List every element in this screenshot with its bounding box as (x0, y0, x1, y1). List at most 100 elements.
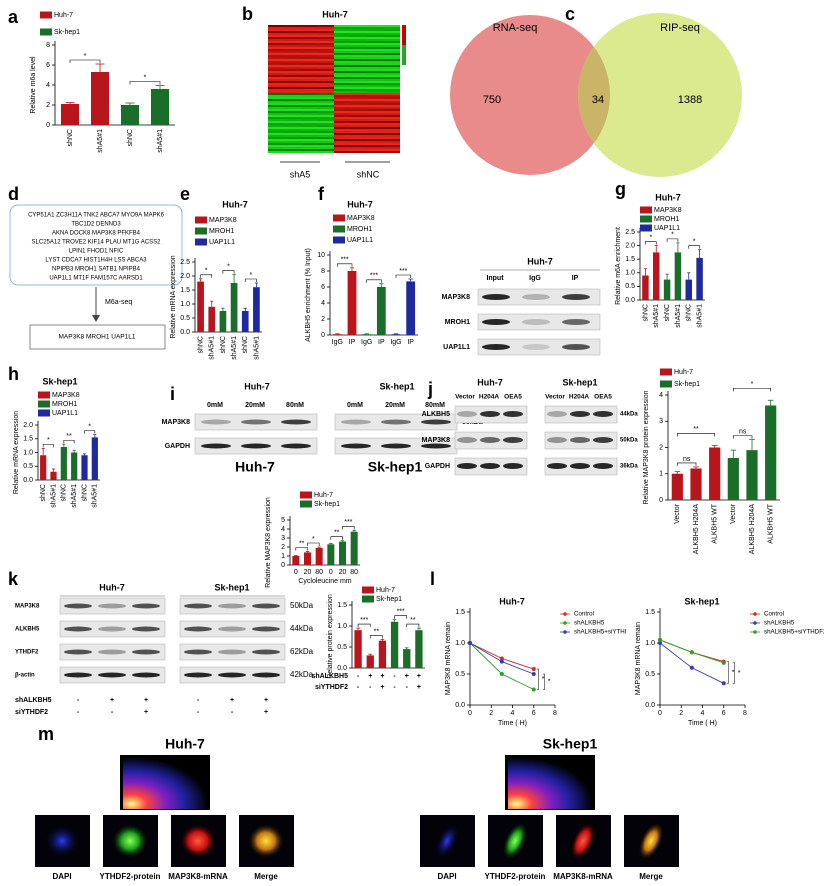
lane-label: IP (572, 275, 579, 282)
heatmap-cell (367, 25, 384, 27)
heatmap-cell (317, 121, 334, 123)
sig-label: ** (334, 530, 340, 537)
heatmap-cell (383, 47, 400, 49)
sig-label: * (671, 232, 674, 239)
heatmap-cell (383, 51, 400, 53)
blot-band (522, 344, 550, 350)
blot-band (132, 649, 160, 655)
legend-label: UAP1L1 (209, 239, 235, 246)
heatmap-cell (301, 129, 318, 131)
blot-band (522, 294, 550, 300)
heatmap-cell (284, 115, 301, 117)
heatmap-cell (334, 121, 351, 123)
y-tick-label: 0.0 (23, 477, 33, 484)
legend-swatch (195, 238, 207, 246)
heatmap-cell (268, 111, 285, 113)
x-tick-label: shA5#1 (71, 484, 78, 508)
heatmap-cell (317, 105, 334, 107)
heatmap-cell (350, 123, 367, 125)
heatmap-cell (301, 73, 318, 75)
x-tick-label: 6 (532, 710, 536, 717)
x-tick-label: shA5#1 (209, 336, 216, 360)
heatmap-cell (317, 81, 334, 83)
heatmap-cell (367, 57, 384, 59)
heatmap-cell (383, 145, 400, 147)
x-tick-label: 2 (679, 710, 683, 717)
heatmap-cell (284, 41, 301, 43)
blot-band (570, 411, 590, 417)
y-tick-label: 1.0 (180, 301, 190, 308)
blot-membrane (477, 338, 601, 356)
heatmap-cell (301, 137, 318, 139)
blot-membrane (477, 313, 601, 331)
heatmap-cell (284, 87, 301, 89)
y-tick-label: 6 (321, 284, 325, 291)
blot-band (593, 411, 613, 417)
heatmap-cell (317, 91, 334, 93)
heatmap-cell (301, 49, 318, 51)
heatmap-cell (317, 63, 334, 65)
result-box (29, 324, 166, 350)
heatmap-cell (334, 93, 351, 95)
heatmap-cell (383, 83, 400, 85)
blot-band (184, 649, 212, 655)
heatmap-cell (301, 139, 318, 141)
heatmap-cell (350, 139, 367, 141)
legend-label: Huh-7 (54, 12, 73, 19)
heatmap-cell (334, 99, 351, 101)
heatmap-cell (334, 133, 351, 135)
blot-band (480, 411, 500, 417)
heatmap-cell (284, 63, 301, 65)
sig-bracket (129, 81, 161, 85)
y-tick-label: 1.5 (625, 256, 635, 263)
heatmap-cell (268, 117, 285, 119)
heatmap-cell (301, 39, 318, 41)
heatmap-cell (317, 75, 334, 77)
heatmap-cell (383, 29, 400, 31)
heatmap-cell (367, 43, 384, 45)
cell-signal (248, 824, 284, 858)
blot-band (98, 603, 126, 609)
treatment-sign: + (144, 709, 148, 716)
heatmap-cell (383, 57, 400, 59)
x-tick-label: ALKBH5 H204A (693, 504, 700, 555)
heatmap-cell (334, 71, 351, 73)
point (531, 687, 536, 692)
x-tick-label: shA5#1 (253, 336, 260, 360)
sig-label: * (249, 272, 252, 279)
heatmap-cell (350, 119, 367, 121)
heatmap-cell (350, 129, 367, 131)
row-label: β-actin (15, 673, 35, 679)
heatmap-cell (334, 55, 351, 57)
size-label: 44kDa (620, 412, 638, 418)
sig-label: * (88, 423, 91, 430)
x-tick-label: IP (407, 339, 414, 346)
heatmap-title: Huh-7 (322, 9, 348, 19)
sig-label: ** (66, 433, 72, 440)
sig-label: * (312, 536, 315, 543)
lane-label: Vector (545, 394, 565, 401)
sig-bracket (63, 439, 75, 444)
heatmap-cell (301, 71, 318, 73)
y-tick-label: 1.0 (645, 640, 655, 647)
heatmap-cell (383, 69, 400, 71)
blot-band (421, 443, 451, 449)
y-tick-label: 1.5 (645, 609, 655, 616)
heatmap-cell (268, 37, 285, 39)
blot-band (281, 419, 311, 425)
blot-band (132, 626, 160, 632)
heatmap-cell (268, 121, 285, 123)
heatmap-cell (317, 135, 334, 137)
heatmap-cell (301, 119, 318, 121)
sig-bracket (542, 673, 545, 690)
legend-swatch (40, 11, 52, 19)
heatmap-cell (367, 97, 384, 99)
heatmap-cell (367, 55, 384, 57)
heatmap-cell (350, 137, 367, 139)
heatmap-cell (301, 85, 318, 87)
legend-label: shALKBH5 (574, 620, 605, 627)
sig-bracket (295, 547, 308, 551)
y-tick-label: 0.0 (180, 329, 190, 336)
heatmap-cell (367, 91, 384, 93)
heatmap-cell (367, 93, 384, 95)
